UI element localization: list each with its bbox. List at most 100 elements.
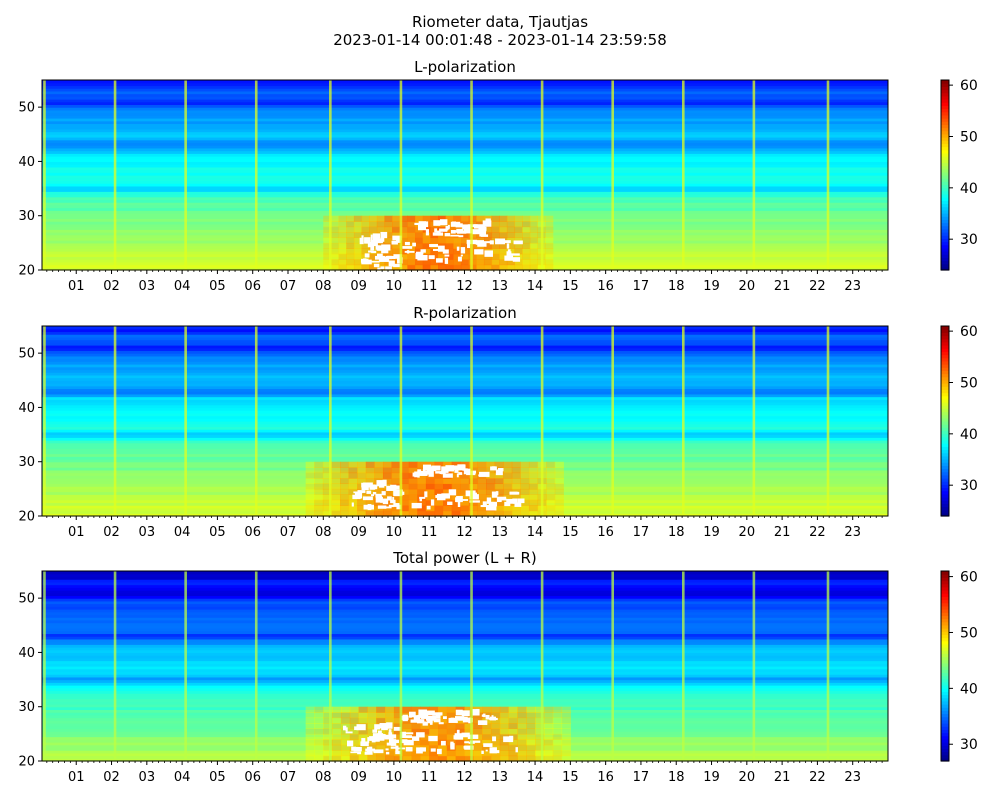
heatmap-hot-cell [361,248,370,255]
heatmap-hot-cell [482,723,492,730]
heatmap-hot-cell [490,706,501,713]
heatmap-hot-cell [499,739,510,746]
heatmap-hot-cell [411,755,421,762]
x-tick-label: 13 [491,279,508,294]
colorbar-segment [941,414,949,419]
saturated-patch [482,501,487,506]
x-tick-label: 21 [774,525,791,540]
heatmap-hot-cell [340,733,351,740]
heatmap-hot-cell [422,237,431,244]
colorbar-segment [941,716,949,721]
heatmap-hot-cell [460,483,470,490]
saturated-patch [428,735,438,742]
heatmap-hot-cell [340,510,350,517]
heatmap-hot-cell [400,499,410,506]
y-tick-label: 20 [18,264,35,279]
heatmap-hot-cell [455,728,466,735]
saturated-patch [458,468,468,470]
saturated-patch [428,255,435,260]
heatmap-hot-cell [417,478,427,485]
heatmap-hot-cell [420,723,430,730]
heatmap-row [42,682,888,686]
heatmap-hot-cell [443,505,453,512]
heatmap-hot-cell [438,750,448,757]
colorbar-segment [941,402,949,406]
heatmap-hot-cell [529,248,539,255]
saturated-patch [419,496,426,499]
saturated-patch [480,229,487,233]
heatmap-hot-cell [376,706,386,713]
colorbar-segment [941,92,949,97]
x-tick-label: 11 [421,525,438,540]
colorbar-segment [941,213,949,217]
colorbar-segment [941,225,949,230]
heatmap-row [42,123,888,127]
heatmap-cells [42,571,888,762]
saturated-patch [426,505,431,510]
colorbar-segment [941,424,949,428]
calibration-stripe [329,80,332,270]
saturated-patch [377,267,381,270]
colorbar-segment [941,440,949,444]
heatmap-hot-cell [408,494,418,501]
heatmap-hot-cell [528,478,539,485]
heatmap-hot-cell [331,499,341,506]
y-tick-label: 30 [18,209,35,224]
saturated-patch [432,232,444,236]
colorbar-segment [941,748,949,753]
heatmap-hot-cell [331,467,341,474]
saturated-patch [508,499,513,504]
heatmap-hot-cell [314,472,324,479]
heatmap-hot-cell [554,499,564,506]
heatmap-hot-cell [434,478,444,485]
heatmap-hot-cell [332,712,342,719]
heatmap-hot-cell [535,755,545,762]
colorbar-segment [941,691,949,696]
heatmap-hot-cell [402,706,413,713]
figure-title: Riometer data, Tjautjas [411,13,589,31]
colorbar-segment [941,710,949,715]
heatmap-cells [42,326,888,517]
heatmap-row [42,685,888,689]
colorbar-segment [941,260,949,265]
heatmap-hot-cell [526,723,536,730]
saturated-patch [384,734,394,740]
colorbar-segment [941,509,949,514]
saturated-patch [477,720,488,725]
x-tick-label: 11 [421,770,438,785]
heatmap-hot-cell [522,215,531,222]
heatmap-hot-cell [486,494,496,501]
heatmap-hot-cell [374,510,384,517]
colorbar-segment [941,241,949,246]
colorbar-segment [941,143,949,148]
colorbar-segment [941,178,949,182]
heatmap-hot-cell [305,461,315,468]
x-tick-label: 20 [739,279,756,294]
saturated-patch [485,749,488,752]
heatmap-hot-cell [460,488,470,495]
saturated-patch [385,748,389,751]
heatmap-hot-cell [528,510,539,517]
saturated-patch [411,502,422,509]
colorbar-segment [941,235,949,239]
saturated-patch [417,470,427,474]
heatmap-hot-cell [438,706,448,713]
heatmap-hot-cell [407,259,416,266]
saturated-patch [386,485,397,491]
saturated-patch [483,241,493,244]
heatmap-hot-cell [511,510,521,517]
heatmap-hot-cell [491,226,500,233]
heatmap-hot-cell [508,739,519,746]
heatmap-hot-cell [445,237,454,244]
saturated-patch [361,484,369,491]
saturated-patch [417,714,422,718]
heatmap-hot-cell [514,215,523,222]
heatmap-hot-cell [517,750,527,757]
heatmap-row [42,350,888,354]
x-tick-label: 10 [386,279,403,294]
saturated-patch [472,709,480,716]
x-tick-label: 15 [562,525,579,540]
heatmap-hot-cell [554,461,564,468]
colorbar-segment [941,216,949,220]
heatmap-hot-cell [338,259,347,266]
